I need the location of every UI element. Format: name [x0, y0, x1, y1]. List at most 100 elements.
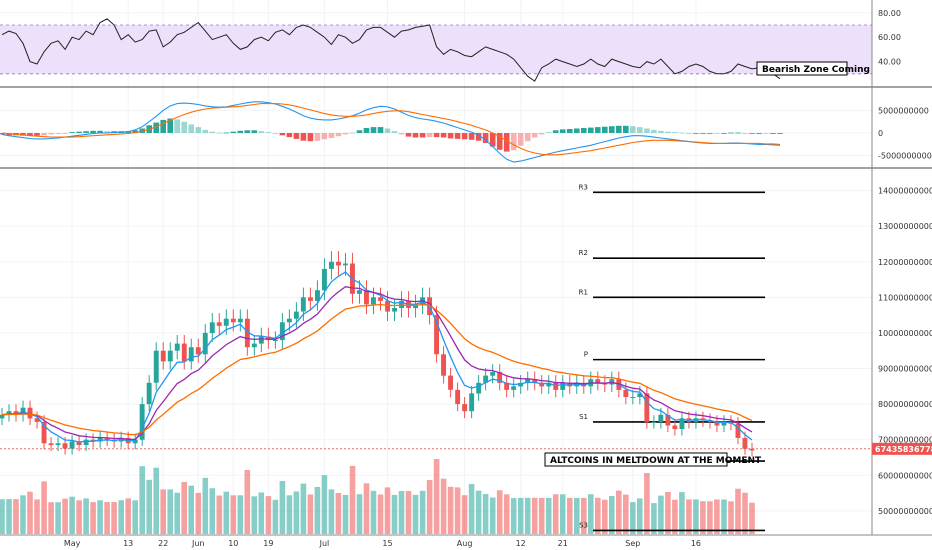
candle-body — [279, 322, 285, 341]
volume-bar — [41, 481, 47, 534]
candle-body — [357, 290, 362, 294]
candle — [69, 435, 75, 455]
volume-bar — [223, 491, 230, 534]
volume-bar — [588, 494, 594, 534]
candle-body — [672, 425, 678, 430]
volume-bar — [265, 496, 272, 534]
histogram-bar — [132, 130, 138, 133]
histogram-bar — [62, 133, 68, 134]
histogram-bar — [405, 133, 412, 137]
histogram-bar — [272, 133, 279, 134]
histogram-bar — [195, 127, 202, 133]
candle-body — [83, 439, 89, 445]
volume-bar — [517, 497, 524, 534]
histogram-bar — [672, 132, 678, 133]
histogram-bar — [602, 126, 608, 133]
candle-body — [378, 297, 383, 301]
histogram-bar — [314, 133, 321, 141]
candle-body — [455, 389, 461, 405]
histogram-bar — [742, 133, 748, 134]
candle — [90, 433, 96, 448]
candle — [476, 375, 482, 401]
candle — [665, 407, 671, 432]
candle-body — [511, 386, 517, 390]
candle — [174, 335, 180, 360]
histogram-bar — [363, 128, 370, 133]
volume-bar — [104, 502, 110, 534]
candle — [448, 367, 453, 398]
histogram-bar — [181, 121, 187, 133]
histogram-bar — [426, 133, 433, 138]
candles — [0, 251, 755, 457]
histogram-bar — [0, 133, 5, 135]
histogram-bar — [167, 118, 173, 133]
rsi-panel: Bearish Zone Coming — [0, 18, 872, 82]
volume-bar — [55, 502, 61, 534]
histogram-bar — [777, 133, 783, 134]
histogram-bar — [482, 133, 489, 143]
volume-bar — [202, 477, 209, 534]
rsi-line — [1, 18, 781, 82]
histogram-bar — [721, 133, 727, 134]
histogram-bar — [153, 122, 159, 133]
volume-bar — [728, 501, 734, 534]
price-tick-label: 70000000000 — [878, 436, 932, 445]
candle-body — [76, 441, 82, 446]
candle-body — [160, 350, 166, 362]
volume-bar — [531, 497, 538, 534]
histogram-bar — [440, 133, 447, 138]
volume-bar — [524, 497, 531, 534]
volume-bar — [391, 494, 398, 534]
histogram-bar — [328, 133, 335, 138]
volume-bar — [356, 494, 363, 534]
volume-bar — [623, 494, 629, 534]
volume-bar — [559, 494, 566, 534]
histogram-bar — [630, 126, 636, 133]
histogram-bar — [342, 133, 349, 135]
candle-body — [195, 347, 201, 355]
signal-line — [1, 103, 781, 156]
candle-body — [343, 263, 348, 266]
candle — [483, 367, 489, 391]
x-tick-label: 21 — [558, 539, 568, 548]
candle-body — [153, 350, 159, 383]
candle — [195, 338, 201, 363]
histogram-bar — [398, 133, 405, 135]
volume-bar — [742, 492, 748, 534]
histogram-bar — [574, 128, 580, 133]
volume-bar — [616, 490, 622, 534]
volume-bar — [83, 498, 89, 534]
volume-bar — [686, 499, 692, 534]
volume-bar — [714, 499, 720, 534]
candle-body — [364, 290, 369, 305]
candle-body — [104, 437, 110, 440]
price-tick-label: 120000000000 — [878, 258, 932, 267]
histogram-bar — [97, 130, 103, 134]
last-price-label: 67435836778 — [872, 442, 932, 455]
candle — [27, 400, 33, 426]
x-tick-label: 15 — [382, 539, 392, 548]
candle — [209, 313, 215, 342]
candle — [293, 302, 299, 328]
volume-bar — [454, 487, 461, 534]
volume-bar — [482, 494, 489, 534]
candle-body — [469, 393, 475, 412]
candle — [511, 378, 517, 398]
histogram-bar — [209, 131, 216, 134]
candle — [202, 324, 208, 363]
pivot-label: R1 — [579, 288, 588, 296]
histogram-bar — [735, 132, 741, 134]
candle-body — [595, 379, 601, 383]
x-tick-label: Aug — [457, 539, 473, 548]
histogram-bar — [651, 129, 657, 134]
candle-body — [441, 354, 446, 376]
volume-bar — [651, 503, 657, 534]
histogram-bar — [658, 130, 664, 134]
pivot-label: S1 — [579, 413, 588, 421]
histogram-bar — [230, 131, 237, 134]
histogram-bar — [461, 133, 468, 140]
volume-bar — [735, 488, 741, 534]
histogram-bar — [258, 131, 265, 133]
histogram-bar — [588, 127, 594, 133]
volume-bar — [62, 498, 68, 534]
